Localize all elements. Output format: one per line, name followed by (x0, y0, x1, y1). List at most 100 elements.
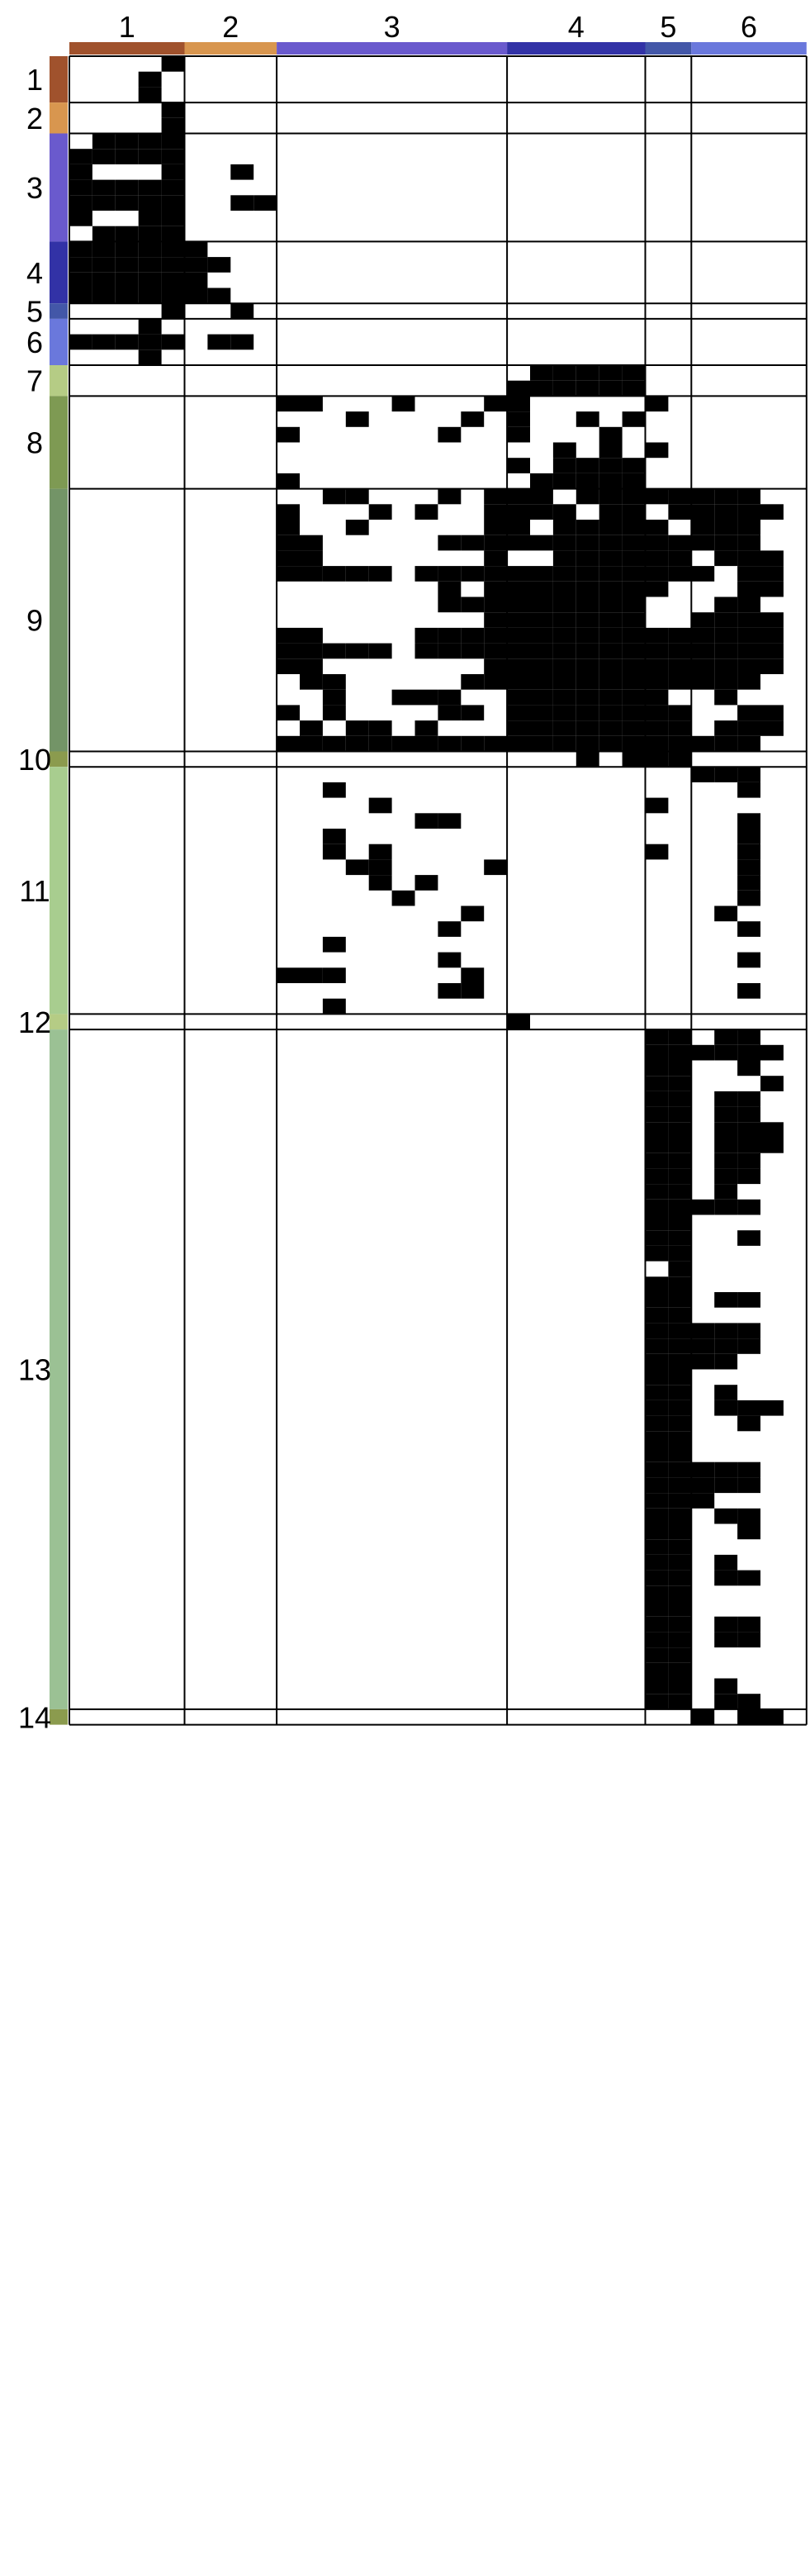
heatmap-cell (599, 689, 623, 706)
heatmap-cell (161, 211, 185, 226)
heatmap-cell (438, 735, 462, 752)
heatmap-cell (668, 1632, 692, 1648)
heatmap-cell (645, 1060, 669, 1077)
heatmap-cell (645, 844, 669, 860)
heatmap-cell (645, 1694, 669, 1709)
heatmap-cell (414, 689, 438, 706)
heatmap-cell (668, 1153, 692, 1169)
heatmap-cell (760, 658, 784, 674)
heatmap-cell (668, 1415, 692, 1432)
heatmap-cell (277, 967, 300, 983)
heatmap-cell (737, 1508, 760, 1524)
heatmap-cell (207, 334, 231, 350)
heatmap-cell (552, 612, 576, 628)
heatmap-cell (645, 735, 669, 752)
heatmap-cell (737, 1138, 760, 1153)
heatmap-cell (438, 596, 462, 613)
row-group-bar-4 (50, 241, 68, 304)
heatmap-cell (507, 612, 530, 628)
heatmap-cell (668, 1554, 692, 1571)
heatmap-cell (461, 674, 485, 690)
group-gridlines (69, 55, 808, 1726)
heatmap-cell (138, 257, 162, 273)
heatmap-cell (461, 535, 485, 551)
heatmap-cell (668, 1292, 692, 1308)
heatmap-cell (414, 813, 438, 829)
heatmap-cell (322, 674, 346, 690)
heatmap-cell (645, 1214, 669, 1231)
column-group-bar-2 (184, 42, 277, 55)
heatmap-cell (714, 674, 738, 690)
heatmap-cell (645, 1601, 669, 1617)
heatmap-cell (161, 164, 185, 180)
heatmap-cell (737, 1168, 760, 1185)
heatmap-cell (461, 566, 485, 582)
heatmap-cell (645, 658, 669, 674)
heatmap-cell (760, 550, 784, 567)
heatmap-cell (484, 627, 508, 644)
heatmap-cell (207, 288, 231, 304)
heatmap-cell (645, 1508, 669, 1524)
heatmap-cell (668, 1570, 692, 1586)
heatmap-cell (161, 334, 185, 350)
heatmap-cell (668, 1400, 692, 1416)
heatmap-cell (714, 658, 738, 674)
heatmap-cell (484, 581, 508, 597)
heatmap-cell (530, 674, 553, 690)
heatmap-cell (391, 735, 415, 752)
heatmap-cell (277, 535, 300, 551)
heatmap-cell (576, 705, 599, 721)
heatmap-cell (668, 1678, 692, 1694)
heatmap-cell (714, 1153, 738, 1169)
heatmap-cell (737, 782, 760, 798)
heatmap-cell (737, 1616, 760, 1633)
heatmap-cell (737, 1523, 760, 1540)
heatmap-cell (438, 813, 462, 829)
heatmap-cell (668, 1508, 692, 1524)
heatmap-cell (115, 195, 139, 211)
heatmap-cell (576, 411, 599, 427)
heatmap-cell (737, 627, 760, 644)
heatmap-cell (622, 674, 646, 690)
heatmap-cell (115, 272, 139, 288)
heatmap-cell (507, 380, 530, 397)
column-group-label-6: 6 (741, 10, 757, 44)
heatmap-cell (138, 149, 162, 164)
heatmap-cell (368, 844, 392, 860)
heatmap-cell (668, 1353, 692, 1370)
heatmap-cell (138, 241, 162, 258)
heatmap-cell (714, 596, 738, 613)
heatmap-cell (461, 905, 485, 922)
heatmap-cell (69, 164, 92, 180)
heatmap-cell (345, 859, 369, 876)
heatmap-cell (668, 1477, 692, 1494)
heatmap-cell (668, 1029, 692, 1045)
heatmap-cell (668, 751, 692, 768)
heatmap-cell (737, 612, 760, 628)
heatmap-cell (461, 967, 485, 983)
heatmap-cell (484, 674, 508, 690)
heatmap-cell (714, 1570, 738, 1586)
heatmap-cell (668, 1245, 692, 1262)
heatmap-cell (737, 1400, 760, 1416)
heatmap-cell (530, 535, 553, 551)
heatmap-cell (645, 1554, 669, 1571)
heatmap-cell (737, 1570, 760, 1586)
heatmap-cell (507, 396, 530, 412)
heatmap-cell (645, 720, 669, 736)
heatmap-cell (115, 288, 139, 304)
row-group-bar-9 (50, 488, 68, 752)
heatmap-cell (645, 705, 669, 721)
heatmap-cell (760, 504, 784, 520)
heatmap-cell (760, 1122, 784, 1138)
heatmap-cell (645, 1106, 669, 1123)
heatmap-cell (645, 581, 669, 597)
heatmap-cell (138, 179, 162, 196)
heatmap-cell (622, 596, 646, 613)
heatmap-cell (668, 674, 692, 690)
heatmap-cell (484, 520, 508, 535)
heatmap-cell (714, 1184, 738, 1200)
heatmap-cell (645, 1122, 669, 1138)
heatmap-cell (737, 1044, 760, 1061)
heatmap-cell (138, 272, 162, 288)
